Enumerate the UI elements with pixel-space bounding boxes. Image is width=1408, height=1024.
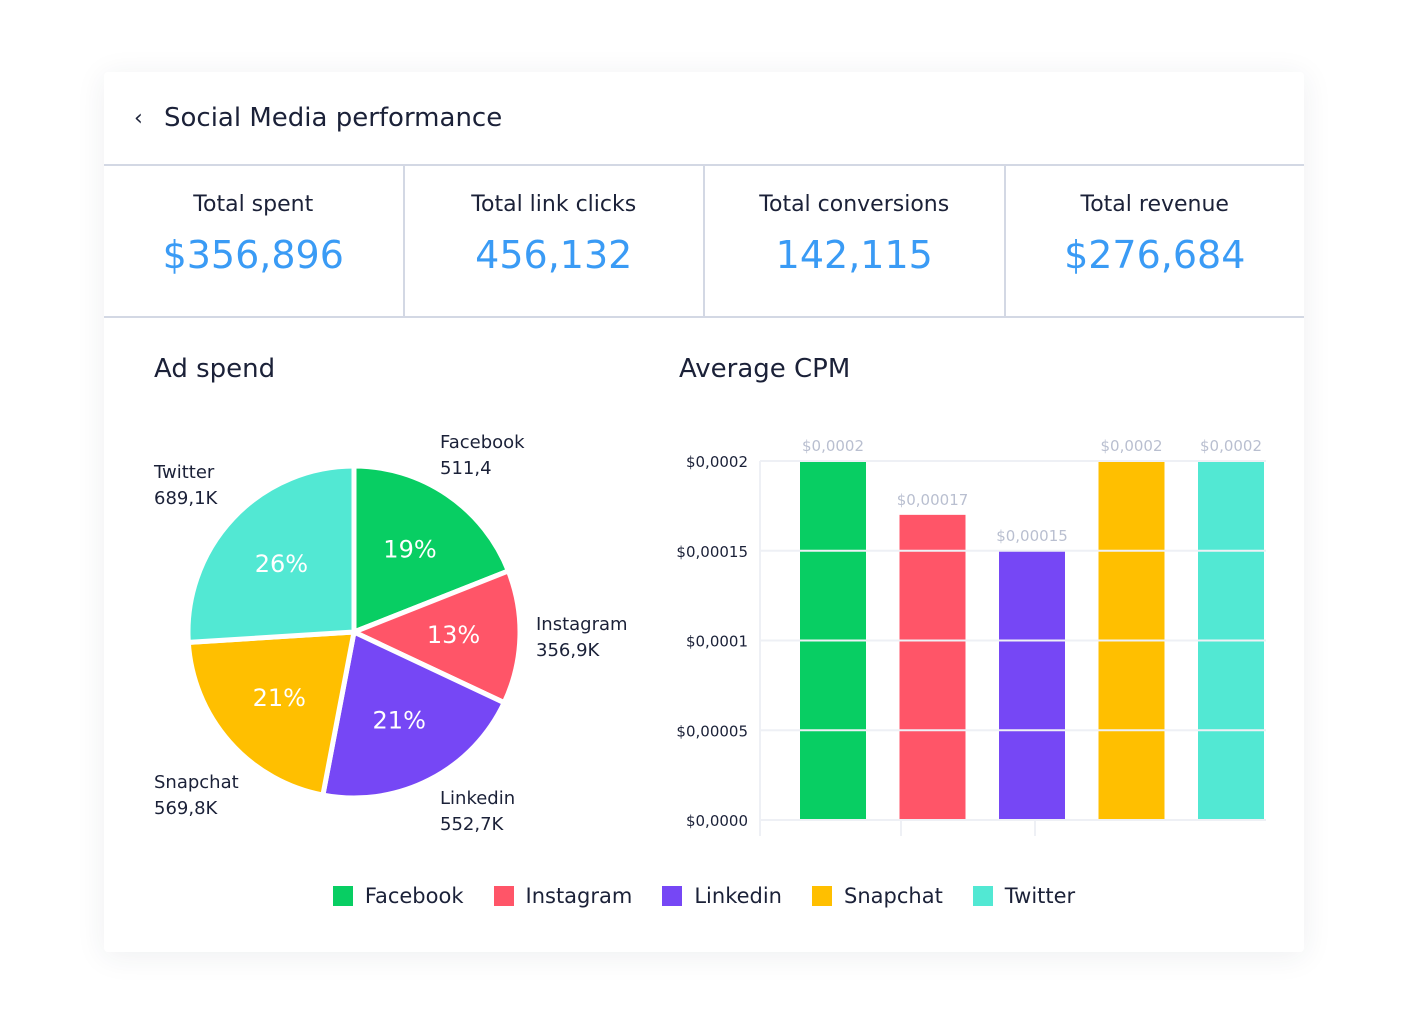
y-tick-label: $0,0000 <box>686 812 748 830</box>
pie-slice-linkedin <box>319 628 508 801</box>
y-tick-label: $0,00015 <box>676 543 748 561</box>
legend-item-twitter: Twitter <box>972 884 1076 908</box>
pie-value-label: 511,4 <box>440 458 492 479</box>
stat-total-revenue: Total revenue $276,684 <box>1006 166 1305 316</box>
page-title: Social Media performance <box>164 103 503 133</box>
stat-label: Total revenue <box>1080 192 1229 217</box>
bar-data-label: $0,0002 <box>1100 437 1162 455</box>
legend-label: Linkedin <box>694 884 782 908</box>
pie-value-label: 569,8K <box>154 798 219 819</box>
stat-value: $356,896 <box>162 233 344 277</box>
pie-percent-label: 13% <box>427 621 480 649</box>
legend-swatch <box>972 886 993 906</box>
pie-percent-label: 21% <box>373 707 426 735</box>
legend-label: Instagram <box>525 884 633 908</box>
stat-label: Total link clicks <box>471 192 637 217</box>
chevron-left-icon[interactable]: ‹ <box>134 105 143 131</box>
average-cpm-title: Average CPM <box>679 354 851 384</box>
pie-name-label: Snapchat <box>154 772 239 793</box>
pie-slice-snapchat <box>185 629 358 798</box>
stat-value: $276,684 <box>1064 233 1246 277</box>
pie-value-label: 689,1K <box>154 488 219 509</box>
legend-item-linkedin: Linkedin <box>662 884 782 908</box>
bar-data-label: $0,00017 <box>897 491 969 509</box>
legend-item-facebook: Facebook <box>332 884 464 908</box>
y-tick-label: $0,0001 <box>686 633 748 651</box>
legend-label: Snapchat <box>844 884 943 908</box>
ad-spend-title: Ad spend <box>154 354 276 384</box>
stat-label: Total spent <box>193 192 314 217</box>
pie-value-label: 356,9K <box>536 640 601 661</box>
pie-slice-twitter <box>185 463 357 646</box>
pie-percent-label: 26% <box>255 550 308 578</box>
y-tick-label: $0,00005 <box>676 722 748 740</box>
pie-slice-instagram <box>347 567 523 707</box>
legend-swatch <box>812 886 832 906</box>
dashboard-card: ‹ Social Media performance Total spent $3… <box>104 72 1304 952</box>
bar-linkedin <box>999 550 1065 820</box>
legend-swatch <box>332 886 353 906</box>
bar-data-label: $0,00015 <box>996 527 1068 545</box>
legend-swatch <box>493 886 514 906</box>
stats-row: Total spent $356,896 Total link clicks 456… <box>104 166 1304 318</box>
header: ‹ Social Media performance <box>104 72 1304 166</box>
stat-total-conversions: Total conversions 142,115 <box>705 166 1006 316</box>
legend-item-instagram: Instagram <box>493 884 633 908</box>
stat-total-link-clicks: Total link clicks 456,132 <box>405 166 705 316</box>
legend-label: Facebook <box>364 884 464 908</box>
charts-svg: 19% Facebook 511,4 13% Instagram 356,9K 21% Lin… <box>153 432 1266 836</box>
pie-percent-label: 19% <box>383 536 436 564</box>
pie-name-label: Instagram <box>536 614 628 635</box>
bar-data-label: $0,0002 <box>802 437 864 455</box>
pie-name-label: Linkedin <box>440 788 515 809</box>
stat-label: Total conversions <box>759 192 950 217</box>
legend-item-snapchat: Snapchat <box>812 884 943 908</box>
stat-value: 142,115 <box>775 233 933 277</box>
stat-total-spent: Total spent $356,896 <box>104 166 405 316</box>
pie-percent-label: 21% <box>253 684 306 712</box>
pie-name-label: Twitter <box>153 462 215 483</box>
pie-value-label: 552,7K <box>440 814 505 835</box>
y-tick-label: $0,0002 <box>686 453 748 471</box>
bar-instagram <box>899 514 966 820</box>
legend: Facebook Instagram Linkedin Snapchat Twitter <box>104 884 1304 908</box>
pie-name-label: Facebook <box>440 432 525 453</box>
stat-value: 456,132 <box>475 233 633 277</box>
legend-label: Twitter <box>1004 884 1076 908</box>
legend-swatch <box>662 886 683 906</box>
pie-slice-facebook <box>351 463 512 636</box>
bar-data-label: $0,0002 <box>1200 437 1262 455</box>
